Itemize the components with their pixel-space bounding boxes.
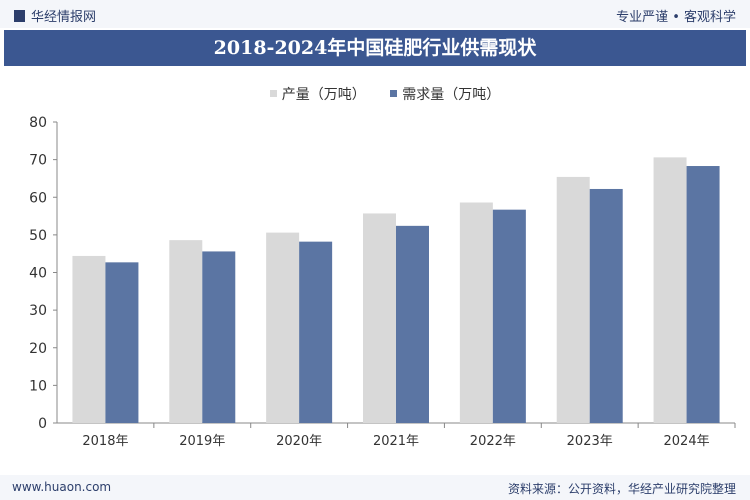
logo: 华经情报网 — [14, 6, 96, 25]
x-tick-label: 2018年 — [82, 434, 128, 449]
bar-production — [363, 213, 396, 423]
y-tick-label: 0 — [38, 416, 47, 432]
legend-label-production: 产量（万吨） — [281, 87, 366, 103]
slogan: 专业严谨 • 客观科学 — [616, 10, 736, 25]
y-tick-label: 80 — [29, 115, 47, 131]
y-tick-label: 50 — [29, 228, 47, 244]
legend-swatch-production — [269, 90, 277, 97]
x-tick-label: 2024年 — [664, 434, 710, 449]
logo-icon — [14, 9, 25, 22]
bar-production — [556, 176, 590, 423]
source-note: 资料来源：公开资料，华经产业研究院整理 — [507, 482, 736, 496]
bar-production — [266, 232, 300, 423]
y-tick-label: 40 — [29, 266, 47, 282]
bar-demand — [589, 188, 623, 423]
logo-text: 华经情报网 — [31, 10, 97, 25]
x-tick-label: 2020年 — [276, 434, 322, 449]
y-tick-label: 70 — [29, 153, 47, 169]
bar-demand — [202, 251, 236, 423]
bar-demand — [686, 166, 720, 424]
y-tick-label: 60 — [29, 190, 47, 206]
y-tick-label: 30 — [29, 303, 47, 319]
bar-demand — [299, 241, 333, 423]
header-bar: 华经情报网 专业严谨 • 客观科学 — [0, 0, 750, 28]
bar-production — [459, 202, 493, 423]
x-tick-label: 2021年 — [373, 434, 419, 449]
bar-demand — [492, 209, 526, 423]
legend: 产量（万吨） 需求量（万吨） — [0, 84, 750, 104]
y-tick-label: 10 — [29, 378, 47, 394]
x-tick-label: 2022年 — [470, 434, 516, 449]
footer: www.huaon.com 资料来源：公开资料，华经产业研究院整理 — [0, 475, 750, 500]
x-tick-label: 2023年 — [567, 434, 613, 449]
website-link[interactable]: www.huaon.com — [12, 480, 112, 494]
bar-demand — [105, 262, 139, 423]
bar-production — [653, 157, 687, 423]
y-tick-label: 20 — [29, 341, 47, 357]
x-tick-label: 2019年 — [179, 434, 225, 449]
legend-swatch-demand — [390, 90, 398, 97]
bar-production — [72, 255, 106, 423]
legend-label-demand: 需求量（万吨） — [402, 87, 501, 103]
chart-title: 2018-2024年中国硅肥行业供需现状 — [4, 30, 746, 66]
bar-demand — [396, 225, 429, 423]
bar-production — [169, 240, 203, 423]
